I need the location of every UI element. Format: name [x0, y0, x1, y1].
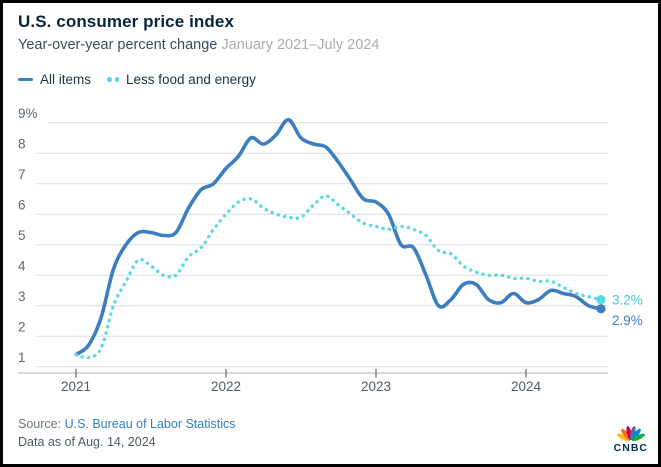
source-link[interactable]: U.S. Bureau of Labor Statistics: [64, 417, 236, 431]
x-axis-label: 2023: [361, 379, 391, 394]
chart-legend: All items Less food and energy: [18, 72, 256, 87]
x-axis-label: 2024: [511, 379, 542, 394]
y-axis-label: 5: [18, 228, 26, 243]
page-title: U.S. consumer price index: [18, 12, 235, 31]
y-axis-label: 2: [18, 320, 26, 335]
y-axis-label: 4: [18, 259, 26, 274]
end-dot-all-items: [596, 304, 606, 314]
solid-line-swatch: [18, 77, 33, 82]
subtitle-date-range: January 2021–July 2024: [221, 37, 380, 53]
dotted-line-swatch: [107, 77, 120, 82]
y-axis-label: 9%: [18, 106, 38, 121]
cnbc-wordmark: CNBC: [613, 442, 648, 454]
source-prefix: Source:: [18, 417, 65, 431]
legend-item-less-food-and-energy: Less food and energy: [107, 72, 256, 87]
y-axis-label: 6: [18, 198, 26, 213]
end-label-less-food-and-energy: 3.2%: [612, 293, 643, 308]
data-as-of: Data as of Aug. 14, 2024: [18, 435, 156, 449]
y-axis-label: 8: [18, 137, 26, 152]
legend-label-less-food-and-energy: Less food and energy: [126, 72, 256, 87]
y-axis-label: 1: [18, 350, 26, 365]
end-label-all-items: 2.9%: [612, 313, 643, 328]
cnbc-logo: CNBC: [614, 422, 648, 454]
y-axis-label: 3: [18, 289, 26, 304]
series-all-items: [74, 117, 603, 357]
legend-label-all-items: All items: [40, 72, 92, 87]
legend-item-all-items: All items: [18, 72, 91, 87]
x-axis-label: 2022: [211, 379, 241, 394]
peacock-icon: [617, 426, 645, 441]
subtitle-text: Year-over-year percent change: [18, 37, 218, 53]
chart-subtitle: Year-over-year percent change January 202…: [18, 37, 379, 53]
x-axis-label: 2021: [61, 379, 91, 394]
y-axis-label: 7: [18, 167, 26, 182]
end-dot-less-food-and-energy: [596, 295, 606, 305]
source-line: Source: U.S. Bureau of Labor Statistics: [18, 417, 235, 431]
series-less-food-and-energy: [74, 194, 603, 360]
